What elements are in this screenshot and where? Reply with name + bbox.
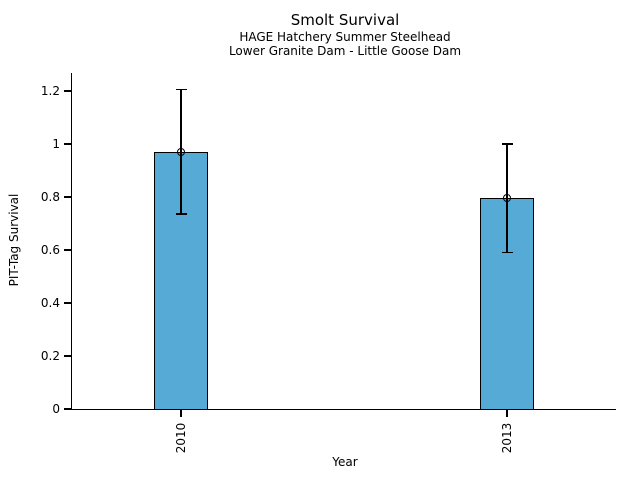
y-tick-mark: [64, 355, 72, 357]
y-tick-mark: [64, 143, 72, 145]
error-bar-cap-top: [501, 143, 513, 145]
y-tick-label: 0.2: [40, 349, 60, 363]
y-tick-label: 1: [52, 137, 60, 151]
point-marker: [177, 147, 185, 156]
chart-subtitle-line2: Lower Granite Dam - Little Goose Dam: [228, 44, 462, 58]
error-bar-cap-top: [175, 88, 187, 91]
y-tick-label: 0.4: [40, 296, 60, 310]
y-tick-mark: [64, 196, 72, 198]
x-tick-mark: [506, 410, 508, 417]
y-tick-label: 0.6: [40, 243, 60, 257]
y-axis-line: [70, 73, 72, 410]
y-tick-mark: [64, 408, 72, 410]
x-axis-line: [70, 408, 616, 410]
x-tick-mark: [180, 410, 182, 417]
y-tick-label: 1.2: [40, 84, 60, 98]
y-tick-label: 0.8: [40, 190, 60, 204]
x-tick-label: 2013: [500, 422, 514, 454]
y-tick-label: 0: [52, 402, 60, 416]
y-tick-mark: [64, 249, 72, 251]
error-bar-cap-bottom: [501, 251, 513, 254]
y-tick-mark: [64, 90, 72, 92]
x-tick-label: 2010: [174, 422, 188, 454]
chart-subtitle-line1: HAGE Hatchery Summer Steelhead: [239, 30, 451, 44]
chart-title: Smolt Survival: [290, 11, 400, 29]
x-axis-label: Year: [332, 455, 358, 469]
error-bar-cap-bottom: [175, 213, 187, 215]
point-marker: [503, 194, 511, 203]
y-tick-mark: [64, 302, 72, 304]
